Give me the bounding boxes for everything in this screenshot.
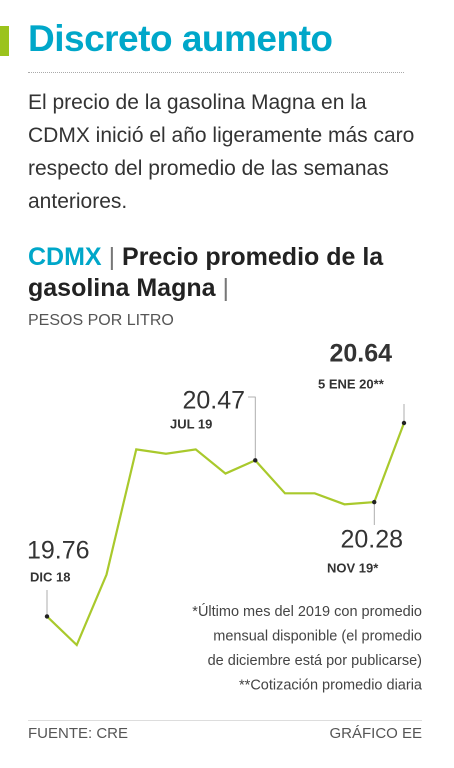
credit: GRÁFICO EE (329, 725, 422, 742)
footnote: mensual disponible (el promedio (213, 628, 422, 644)
title: Discreto aumento (28, 18, 333, 59)
footnote: de diciembre está por publicarse) (208, 653, 422, 669)
subtitle: El precio de la gasolina Magna en la CDM… (28, 91, 415, 213)
chart-title-text: Precio promedio de la gasolina Magna (28, 243, 384, 302)
value-label: 20.64 (329, 340, 392, 368)
point (401, 420, 407, 426)
x-label: DIC 18 (30, 569, 70, 584)
value-label: 19.76 (27, 537, 90, 565)
chart-title: CDMX | Precio promedio de la gasolina Ma… (28, 243, 384, 302)
accent-bar (0, 26, 9, 56)
footnote: **Cotización promedio diaria (239, 677, 423, 693)
line (46, 422, 406, 647)
footer: FUENTE: CRE GRÁFICO EE (28, 720, 422, 742)
x-label: 5 ENE 20** (318, 376, 385, 391)
footnote: *Último mes del 2019 con promedio (192, 603, 422, 620)
divider (28, 72, 404, 73)
point (372, 499, 377, 505)
x-label: JUL 19 (170, 416, 212, 431)
chart-label: CDMX (28, 243, 102, 271)
leader-line (248, 396, 256, 461)
point (253, 458, 258, 463)
value-label: 20.28 (340, 526, 403, 554)
point (44, 614, 50, 619)
x-label: NOV 19* (327, 560, 379, 575)
units: PESOS POR LITRO (28, 312, 174, 329)
source: FUENTE: CRE (28, 725, 129, 742)
value-label: 20.47 (182, 387, 245, 415)
